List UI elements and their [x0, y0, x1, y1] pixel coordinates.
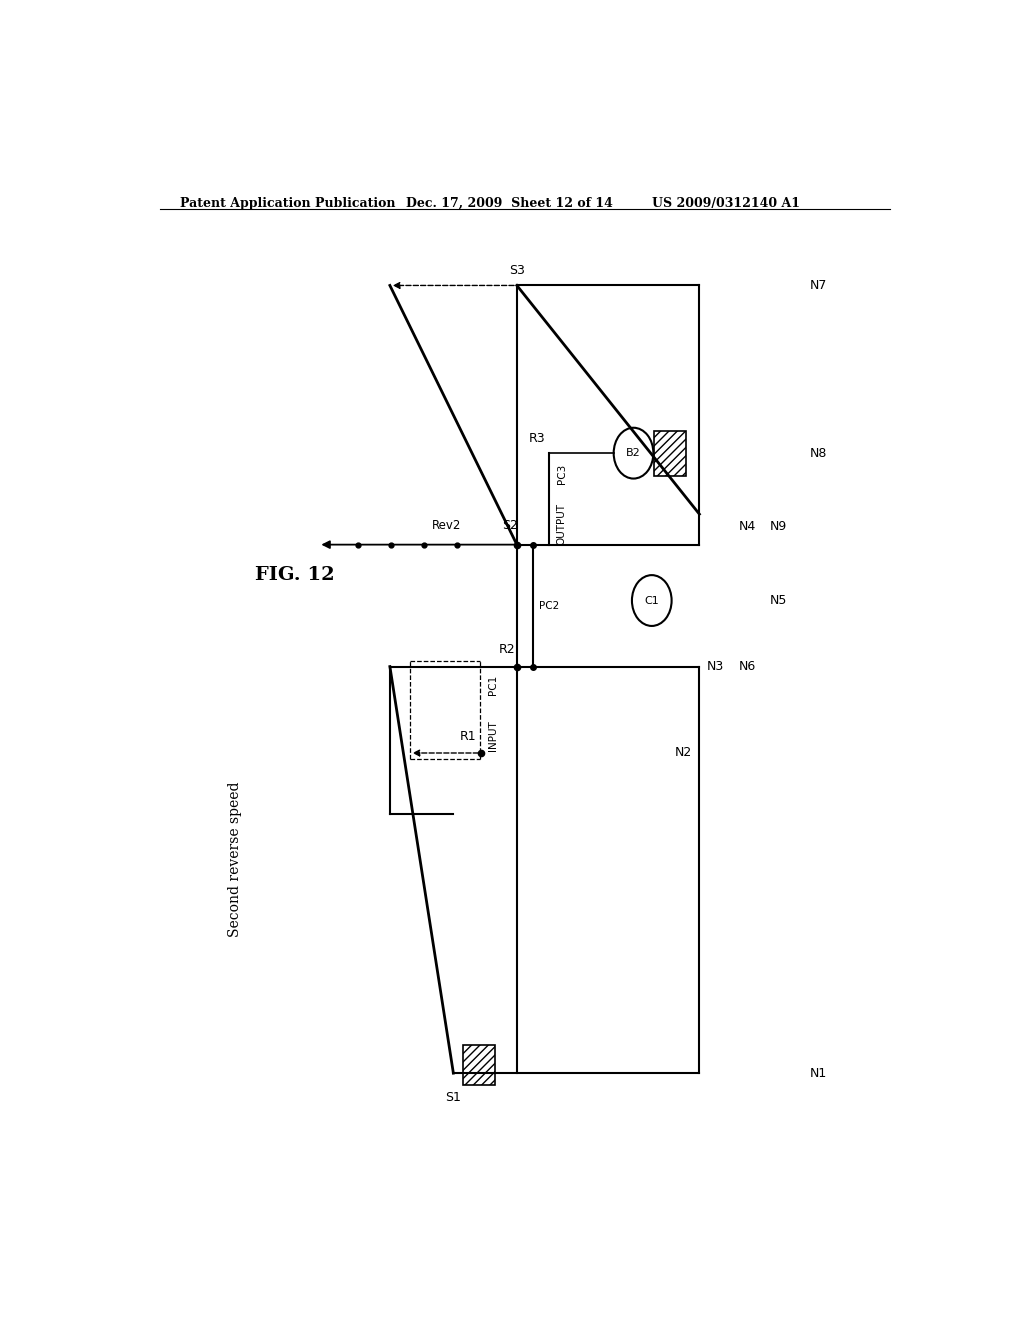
Text: N4: N4	[738, 520, 756, 533]
Text: N3: N3	[707, 660, 724, 673]
Text: Patent Application Publication: Patent Application Publication	[179, 197, 395, 210]
Text: PC3: PC3	[557, 463, 566, 483]
Text: Dec. 17, 2009  Sheet 12 of 14: Dec. 17, 2009 Sheet 12 of 14	[406, 197, 612, 210]
Bar	[463, 1044, 495, 1085]
Text: B2: B2	[626, 449, 641, 458]
Text: S2: S2	[503, 520, 518, 532]
Text: R2: R2	[499, 643, 515, 656]
Text: S1: S1	[445, 1092, 462, 1105]
Text: PC1: PC1	[487, 675, 498, 694]
Text: N6: N6	[738, 660, 756, 673]
Text: N9: N9	[770, 520, 787, 533]
Text: INPUT: INPUT	[487, 719, 498, 751]
Text: FIG. 12: FIG. 12	[255, 566, 335, 585]
Text: PC2: PC2	[539, 601, 559, 611]
Text: US 2009/0312140 A1: US 2009/0312140 A1	[652, 197, 800, 210]
Text: N8: N8	[810, 446, 827, 459]
Text: R3: R3	[528, 432, 546, 445]
Bar	[654, 430, 686, 475]
Text: N5: N5	[770, 594, 787, 607]
Text: R1: R1	[460, 730, 476, 743]
Text: Rev2: Rev2	[432, 520, 461, 532]
Text: N2: N2	[675, 747, 692, 759]
Text: C1: C1	[644, 595, 659, 606]
Text: N7: N7	[810, 279, 827, 292]
Text: S3: S3	[509, 264, 525, 277]
Text: N1: N1	[810, 1067, 827, 1080]
Text: Second reverse speed: Second reverse speed	[228, 781, 242, 937]
Text: OUTPUT: OUTPUT	[557, 503, 566, 545]
